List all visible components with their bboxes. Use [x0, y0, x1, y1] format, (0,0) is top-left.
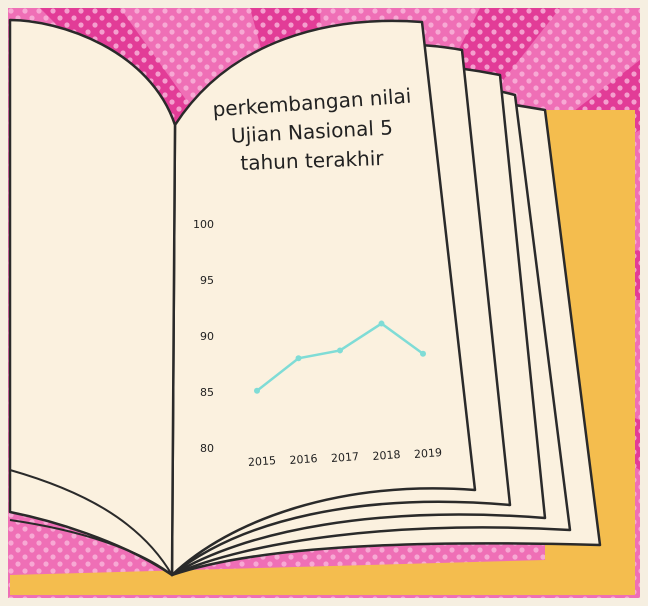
y-tick-label: 90 — [200, 330, 214, 343]
point — [420, 350, 426, 357]
x-tick-label: 2019 — [414, 446, 443, 461]
point — [337, 347, 343, 354]
point — [254, 387, 260, 394]
chart-title: tahun terakhir — [240, 146, 385, 175]
y-tick-label: 95 — [200, 274, 214, 287]
x-tick-label: 2018 — [372, 448, 401, 463]
x-tick-label: 2016 — [289, 452, 318, 467]
page-edge — [9, 469, 173, 576]
y-tick-label: 85 — [200, 386, 214, 399]
chart: perkembangan nilai Ujian Nasional 5 tahu… — [193, 84, 442, 469]
book-cover — [10, 110, 635, 595]
y-tick-label: 80 — [200, 442, 214, 455]
page — [8, 18, 177, 577]
x-tick-label: 2015 — [248, 454, 277, 469]
y-tick-label: 100 — [193, 218, 214, 231]
page — [170, 19, 477, 577]
point — [295, 355, 302, 362]
x-tick-label: 2017 — [331, 450, 360, 465]
book — [8, 18, 635, 595]
point — [378, 320, 385, 327]
